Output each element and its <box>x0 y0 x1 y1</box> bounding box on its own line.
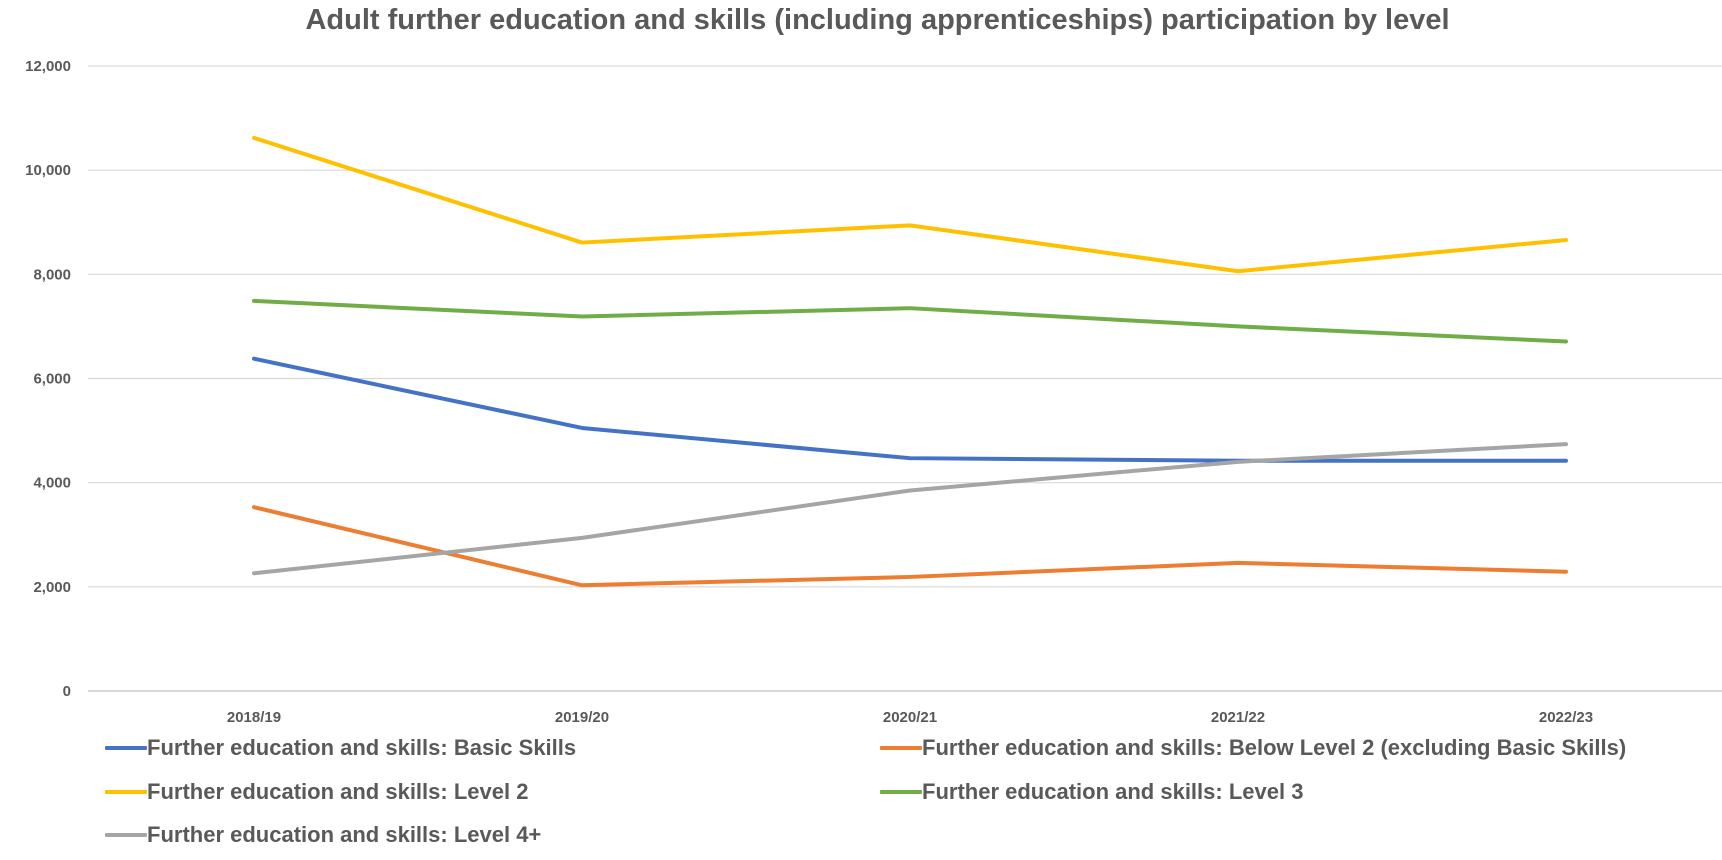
series-line-4 <box>252 298 1568 344</box>
x-tick-label: 2019/20 <box>555 709 609 726</box>
y-tick-label: 4,000 <box>33 475 71 492</box>
chart-title: Adult further education and skills (incl… <box>305 4 1450 36</box>
series-line-1 <box>252 356 1568 463</box>
x-tick-label: 2018/19 <box>227 709 281 726</box>
series-line-5 <box>252 442 1568 576</box>
x-tick-label: 2020/21 <box>883 709 937 726</box>
y-tick-label: 10,000 <box>25 162 71 179</box>
y-tick-label: 2,000 <box>33 579 71 596</box>
series-line-2 <box>252 505 1568 588</box>
y-tick-label: 8,000 <box>33 266 71 283</box>
series-line-3 <box>252 135 1568 274</box>
y-tick-label: 6,000 <box>33 371 71 388</box>
x-tick-label: 2022/23 <box>1539 709 1593 726</box>
x-tick-label: 2021/22 <box>1211 709 1265 726</box>
y-tick-label: 0 <box>63 683 71 700</box>
y-tick-label: 12,000 <box>25 58 71 75</box>
